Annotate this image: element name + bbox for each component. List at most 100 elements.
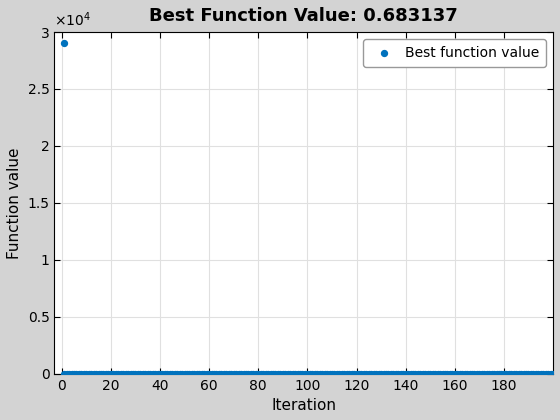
Best function value [342,370,351,377]
Best function value [183,370,192,377]
Best function value [360,370,368,377]
Best function value [77,370,86,377]
Best function value [278,370,287,377]
Best function value [497,370,506,377]
Best function value [60,40,69,47]
Best function value [482,370,491,377]
Best function value [362,370,371,377]
Best function value [101,370,110,377]
Best function value [529,370,538,377]
Best function value [163,370,172,377]
Best function value [116,370,125,377]
Best function value [266,370,275,377]
Best function value [291,370,300,377]
Best function value [293,370,302,377]
Best function value [401,370,410,377]
Best function value [227,370,236,377]
X-axis label: Iteration: Iteration [271,398,336,413]
Best function value [301,370,310,377]
Best function value [328,370,337,377]
Best function value [465,370,474,377]
Best function value [536,370,545,377]
Best function value [251,370,260,377]
Best function value [455,370,464,377]
Best function value [84,370,93,377]
Best function value [448,370,457,377]
Best function value [190,370,199,377]
Best function value [200,370,209,377]
Best function value [281,370,290,377]
Best function value [374,370,383,377]
Best function value [477,370,486,377]
Best function value [204,370,213,377]
Best function value [264,370,273,377]
Best function value [524,370,533,377]
Best function value [352,370,361,377]
Best function value [80,370,88,377]
Best function value [473,370,482,377]
Best function value [202,370,211,377]
Best function value [160,370,169,377]
Best function value [303,370,312,377]
Best function value [337,370,346,377]
Best function value [323,370,332,377]
Best function value [526,370,535,377]
Best function value [318,370,326,377]
Text: $\times10^4$: $\times10^4$ [54,10,91,29]
Best function value [443,370,452,377]
Best function value [369,370,378,377]
Best function value [241,370,250,377]
Best function value [436,370,445,377]
Best function value [399,370,408,377]
Best function value [438,370,447,377]
Best function value [60,370,69,377]
Best function value [236,370,245,377]
Best function value [121,370,130,377]
Best function value [259,370,268,377]
Best function value [104,370,113,377]
Best function value [172,370,181,377]
Best function value [212,370,221,377]
Best function value [146,370,155,377]
Best function value [89,370,98,377]
Best function value [114,370,123,377]
Best function value [310,370,319,377]
Best function value [418,370,427,377]
Best function value [509,370,518,377]
Best function value [512,370,521,377]
Best function value [209,370,218,377]
Best function value [220,370,228,377]
Best function value [421,370,430,377]
Best function value [67,370,76,377]
Best function value [286,370,295,377]
Best function value [69,370,78,377]
Best function value [539,370,548,377]
Best function value [106,370,115,377]
Best function value [344,370,353,377]
Title: Best Function Value: 0.683137: Best Function Value: 0.683137 [150,7,458,25]
Best function value [386,370,395,377]
Best function value [308,370,317,377]
Best function value [269,370,278,377]
Best function value [239,370,248,377]
Best function value [119,370,128,377]
Best function value [315,370,324,377]
Best function value [411,370,420,377]
Best function value [517,370,526,377]
Best function value [494,370,503,377]
Best function value [197,370,206,377]
Best function value [111,370,120,377]
Best function value [485,370,494,377]
Best function value [347,370,356,377]
Best function value [225,370,234,377]
Best function value [357,370,366,377]
Best function value [379,370,388,377]
Best function value [514,370,523,377]
Best function value [256,370,265,377]
Best function value [409,370,418,377]
Best function value [74,370,83,377]
Best function value [109,370,118,377]
Best function value [507,370,516,377]
Best function value [148,370,157,377]
Best function value [519,370,528,377]
